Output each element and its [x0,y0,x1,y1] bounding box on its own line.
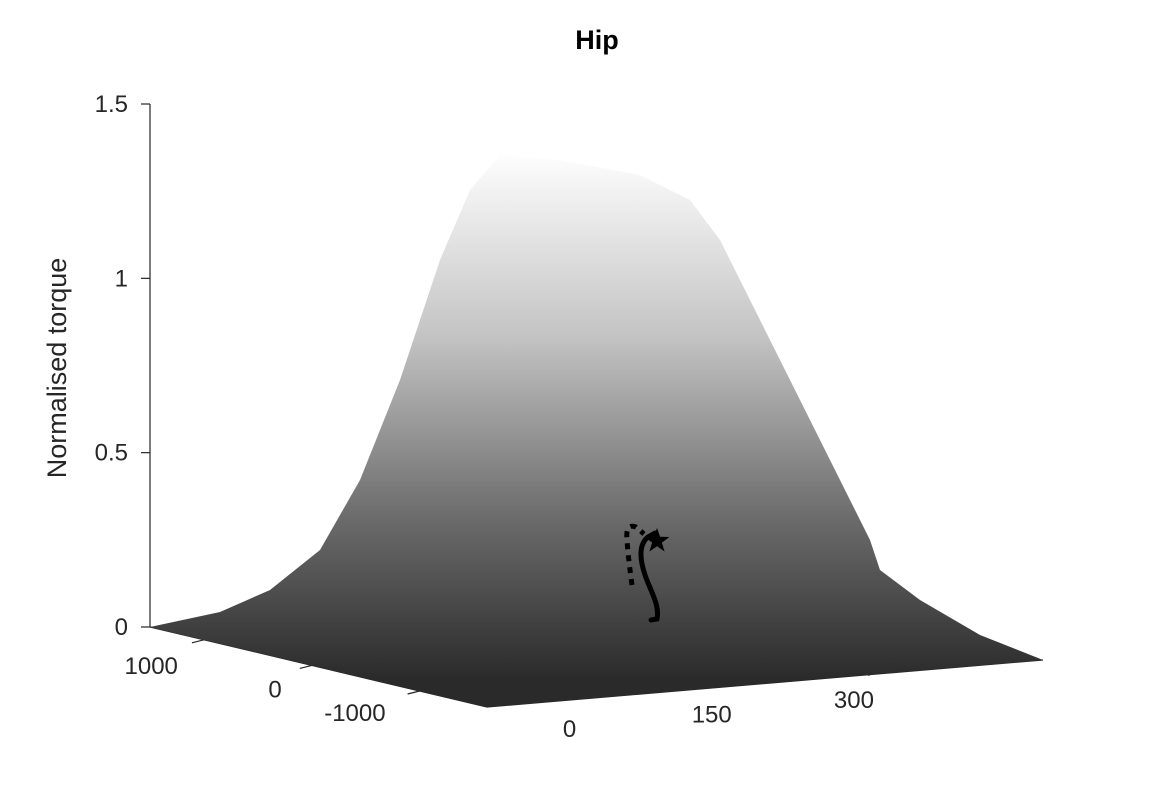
chart-title: Hip [575,25,619,55]
z-tick-label-2: 1 [115,265,128,292]
right-floor-axis-ticks: 0 150 300 [563,665,874,743]
left-floor-axis-ticks: 1000 0 -1000 [125,639,420,727]
left-tick-0 [191,639,205,644]
z-axis-label: Normalised torque [42,258,72,479]
trajectory-solid [638,530,661,623]
z-axis-ticks: 0 0.5 1 1.5 [95,91,150,641]
left-tick-2 [407,690,420,695]
left-tick-label-0: 1000 [125,653,178,680]
left-tick-label-2: -1000 [324,700,385,727]
torque-surface [150,155,1043,707]
z-tick-label-3: 1.5 [95,91,128,118]
trajectory-dotted [624,523,646,586]
star-marker [644,528,670,552]
right-tick-label-0: 0 [563,716,576,743]
right-tick-label-2: 300 [834,687,874,714]
right-tick-label-1: 150 [692,701,732,728]
left-tick-label-1: 0 [268,676,281,703]
z-tick-label-1: 0.5 [95,440,128,467]
left-tick-1 [299,664,312,669]
z-tick-label-0: 0 [115,614,128,641]
